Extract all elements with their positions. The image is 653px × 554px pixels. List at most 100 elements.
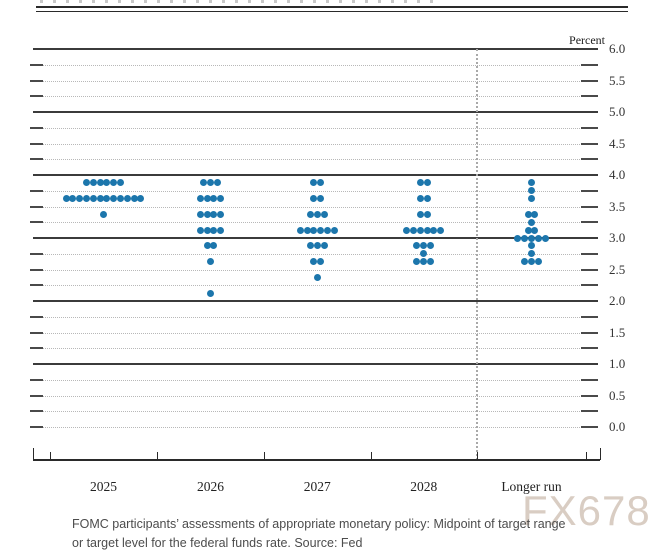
projection-dot <box>531 210 539 218</box>
projection-dot <box>217 226 225 234</box>
y-axis-right-tick <box>581 394 598 397</box>
projection-dot <box>423 226 431 234</box>
y-axis-right-tick <box>581 221 598 224</box>
y-axis-tick-label: 6.0 <box>609 41 626 56</box>
grid-line-dotted <box>33 395 598 397</box>
y-axis-right-tick <box>581 426 598 428</box>
projection-dot <box>96 195 104 203</box>
y-axis-left-tick <box>30 126 43 129</box>
projection-dot <box>437 226 445 234</box>
projection-dot <box>541 234 549 242</box>
projection-dot <box>427 242 435 250</box>
projection-dot <box>310 195 318 203</box>
watermark-logo: FX678 <box>522 487 651 534</box>
y-axis-tick-label: 0.5 <box>609 387 626 403</box>
projection-dot <box>413 258 421 266</box>
grid-line-dotted <box>33 80 598 82</box>
projection-dot <box>303 226 311 234</box>
projection-dot <box>207 179 214 187</box>
projection-dot <box>528 234 535 242</box>
projection-dot <box>528 195 535 203</box>
x-axis-category-label: 2027 <box>303 479 331 494</box>
y-axis-tick-label: 5.0 <box>609 104 626 119</box>
grid-line-solid <box>33 48 598 50</box>
projection-dot <box>196 210 204 218</box>
y-axis-left-tick <box>30 347 43 350</box>
y-axis-right-tick <box>581 142 598 145</box>
y-axis-right-tick <box>581 205 598 208</box>
x-axis-category-label: Longer run <box>501 479 562 494</box>
y-axis-left-tick <box>30 378 43 381</box>
projection-dot <box>310 226 318 234</box>
x-axis-line <box>33 459 600 461</box>
projection-dot <box>100 210 107 218</box>
y-axis-tick-label: 2.5 <box>609 261 626 277</box>
projection-dot <box>528 218 535 226</box>
clipped-text-remnant <box>40 0 436 3</box>
projection-dot <box>313 242 321 250</box>
projection-dot <box>514 234 522 242</box>
grid-line-dotted <box>33 348 598 350</box>
y-axis-left-tick <box>30 158 43 161</box>
grid-line-solid <box>33 363 598 365</box>
y-axis-tick-label: 1.0 <box>609 356 626 371</box>
y-axis-right-tick <box>581 410 598 413</box>
projection-dot <box>534 258 542 266</box>
grid-line-dotted <box>33 316 598 318</box>
y-axis-left-tick <box>30 331 43 334</box>
grid-line-solid <box>33 237 598 239</box>
x-axis-tick <box>370 452 372 460</box>
y-axis-right-tick <box>581 315 598 318</box>
y-axis-unit-label: Percent <box>569 33 605 47</box>
y-axis-left-tick <box>30 252 43 255</box>
y-axis-left-tick <box>30 63 43 66</box>
x-axis-tick <box>50 452 51 460</box>
projection-dot <box>416 226 424 234</box>
y-axis-right-tick <box>581 331 598 334</box>
x-axis-tick <box>477 452 478 460</box>
projection-dot <box>317 258 325 266</box>
projection-dot <box>430 226 438 234</box>
projection-dot <box>210 226 218 234</box>
projection-dot <box>521 258 529 266</box>
projection-dot <box>410 226 418 234</box>
projection-dot <box>420 250 428 258</box>
projection-dot <box>89 195 97 203</box>
projection-dot <box>296 226 304 234</box>
x-axis-end-cap <box>33 448 34 460</box>
projection-dot <box>69 195 77 203</box>
y-axis-tick-label: 1.5 <box>609 324 626 340</box>
y-axis-right-tick <box>581 378 598 381</box>
projection-dot <box>110 179 118 187</box>
caption-line-2: or target level for the federal funds ra… <box>72 536 363 550</box>
projection-dot <box>306 242 314 250</box>
grid-line-dotted <box>33 159 598 161</box>
projection-dot <box>117 179 124 187</box>
y-axis-tick-label: 0.0 <box>609 419 626 434</box>
y-axis-right-tick <box>581 158 598 161</box>
projection-dot <box>203 242 211 250</box>
y-axis-left-tick <box>30 410 43 413</box>
projection-dot <box>528 242 535 250</box>
x-axis-tick <box>264 452 265 460</box>
grid-line-solid <box>33 174 598 176</box>
grid-line-solid <box>33 111 598 113</box>
projection-dot <box>207 258 214 266</box>
projection-dot <box>117 195 124 203</box>
projection-dot <box>524 210 532 218</box>
y-axis-right-tick <box>581 252 598 255</box>
projection-dot <box>89 179 97 187</box>
y-axis-tick-label: 2.0 <box>609 293 626 308</box>
y-axis-tick-label: 3.0 <box>609 230 626 245</box>
projection-dot <box>317 226 325 234</box>
projection-dot <box>416 195 424 203</box>
grid-line-dotted <box>33 222 598 224</box>
x-axis-tick <box>586 452 587 460</box>
y-axis-right-tick <box>581 126 598 129</box>
projection-dot <box>96 179 104 187</box>
projection-dot <box>83 195 90 203</box>
projection-dot <box>123 195 131 203</box>
grid-line-dotted <box>33 253 598 255</box>
